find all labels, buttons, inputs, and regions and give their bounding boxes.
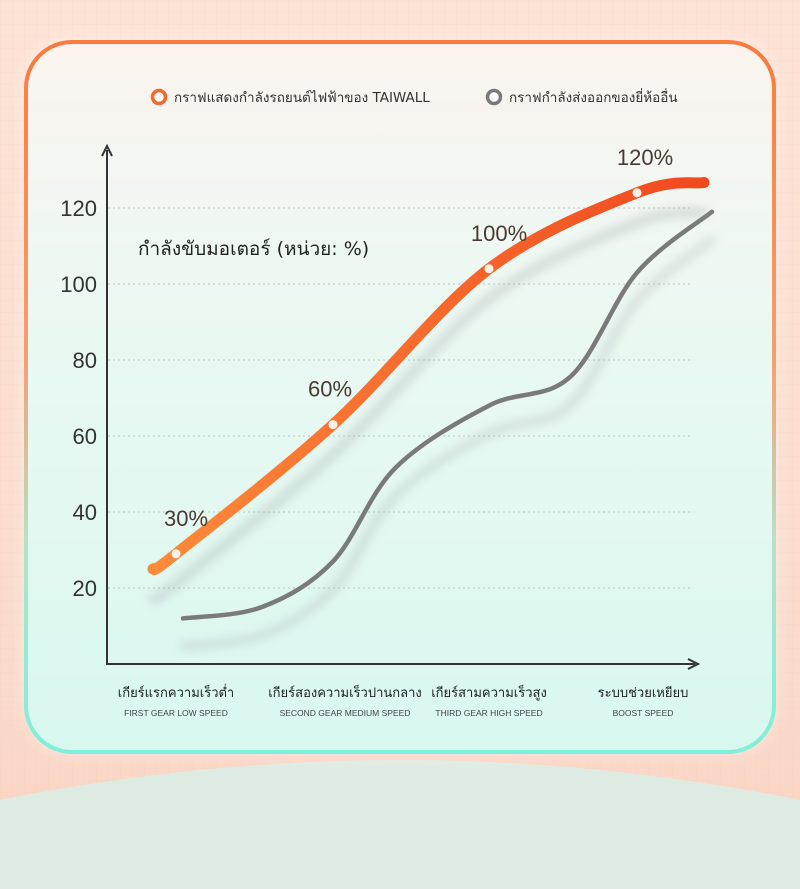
taiwall-line-shadow <box>148 208 709 604</box>
other-brands-line <box>180 209 715 621</box>
legend-marker-taiwall <box>150 88 168 106</box>
y-tick-label: 80 <box>73 348 97 373</box>
y-tick-label: 100 <box>60 272 97 297</box>
taiwall-data-label: 30% <box>164 506 208 531</box>
taiwall-data-label: 100% <box>471 221 527 246</box>
y-tick-label: 120 <box>60 196 97 221</box>
x-category-label: เกียร์สามความเร็วสูง <box>431 683 547 701</box>
x-category-sublabel: THIRD GEAR HIGH SPEED <box>435 708 542 718</box>
taiwall-data-label: 120% <box>617 145 673 170</box>
taiwall-data-point <box>632 188 642 198</box>
x-axis-arrow <box>687 658 701 670</box>
taiwall-data-label: 60% <box>308 377 352 402</box>
taiwall-data-point <box>484 264 494 274</box>
background-arc <box>0 760 800 889</box>
legend-label-others: กราฟกำลังส่งออกของยี่ห้ออื่น <box>509 88 678 106</box>
card-panel <box>24 40 776 754</box>
x-category-sublabel: BOOST SPEED <box>613 708 674 718</box>
axes <box>101 143 701 670</box>
y-axis-title: กำลังขับมอเตอร์ (หน่วย: %) <box>138 238 369 260</box>
legend: กราฟแสดงกำลังรถยนต์ไฟฟ้าของ TAIWALL กราฟ… <box>150 88 678 106</box>
y-tick-label: 20 <box>73 576 97 601</box>
series-layer: 30% 60% 100% 120% <box>147 145 716 650</box>
taiwall-data-point <box>328 420 338 430</box>
y-axis-arrow <box>101 143 113 157</box>
x-category-label: เกียร์สองความเร็วปานกลาง <box>268 683 422 701</box>
other-brands-line-shadow <box>179 236 716 650</box>
y-tick-label: 40 <box>73 500 97 525</box>
legend-label-taiwall: กราฟแสดงกำลังรถยนต์ไฟฟ้าของ TAIWALL <box>174 89 430 106</box>
x-category-label: ระบบช่วยเหยียบ <box>598 685 689 701</box>
y-axis-ticks: 20 40 60 80 100 120 <box>60 196 97 601</box>
x-axis-categories: เกียร์แรกความเร็วต่ำ FIRST GEAR LOW SPEED… <box>118 683 689 718</box>
x-category-sublabel: FIRST GEAR LOW SPEED <box>124 708 228 718</box>
legend-marker-others <box>485 88 503 106</box>
x-category-sublabel: SECOND GEAR MEDIUM SPEED <box>280 708 411 718</box>
x-category-label: เกียร์แรกความเร็วต่ำ <box>118 683 234 701</box>
y-tick-label: 60 <box>73 424 97 449</box>
taiwall-data-point <box>171 549 181 559</box>
